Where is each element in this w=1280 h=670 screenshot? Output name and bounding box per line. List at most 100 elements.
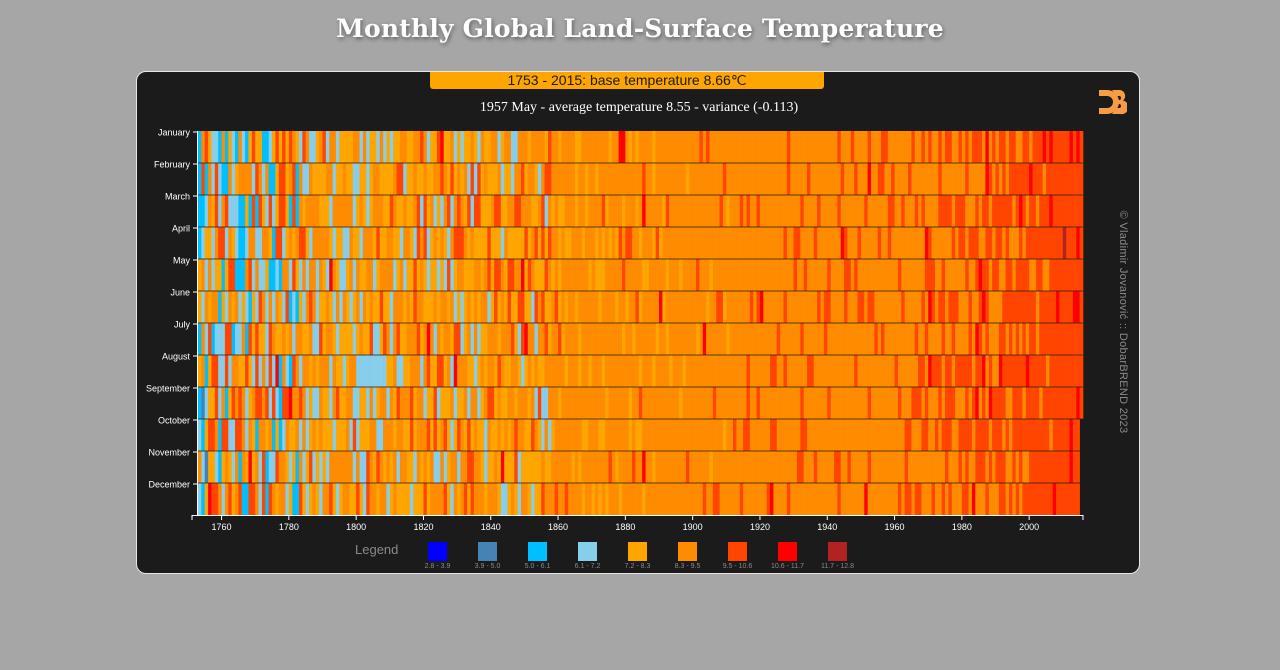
heatmap-cell[interactable] [763, 387, 767, 419]
heatmap-cell[interactable] [302, 387, 306, 419]
heatmap-cell[interactable] [349, 451, 354, 483]
heatmap-cell[interactable] [1052, 259, 1057, 291]
heatmap-cell[interactable] [820, 419, 825, 451]
heatmap-cell[interactable] [352, 195, 357, 227]
heatmap-cell[interactable] [837, 419, 842, 451]
heatmap-cell[interactable] [396, 227, 401, 259]
heatmap-cell[interactable] [399, 259, 404, 291]
heatmap-cell[interactable] [494, 355, 498, 387]
heatmap-cell[interactable] [470, 227, 475, 259]
heatmap-cell[interactable] [679, 323, 683, 355]
heatmap-cell[interactable] [426, 323, 431, 355]
heatmap-cell[interactable] [527, 163, 532, 195]
heatmap-cell[interactable] [921, 419, 926, 451]
heatmap-cell[interactable] [749, 291, 754, 323]
heatmap-cell[interactable] [265, 291, 269, 323]
heatmap-cell[interactable] [682, 355, 687, 387]
heatmap-cell[interactable] [746, 323, 751, 355]
heatmap-cell[interactable] [305, 227, 310, 259]
heatmap-cell[interactable] [978, 163, 983, 195]
heatmap-cell[interactable] [621, 419, 626, 451]
heatmap-cell[interactable] [884, 323, 889, 355]
heatmap-cell[interactable] [305, 323, 310, 355]
heatmap-cell[interactable] [632, 419, 636, 451]
heatmap-cell[interactable] [554, 259, 559, 291]
heatmap-cell[interactable] [985, 419, 990, 451]
heatmap-cell[interactable] [934, 451, 939, 483]
heatmap-cell[interactable] [386, 483, 391, 515]
heatmap-cell[interactable] [618, 163, 623, 195]
heatmap-cell[interactable] [547, 131, 552, 163]
heatmap-cell[interactable] [1059, 227, 1064, 259]
heatmap-cell[interactable] [251, 195, 256, 227]
heatmap-cell[interactable] [948, 227, 953, 259]
heatmap-cell[interactable] [652, 323, 656, 355]
heatmap-cell[interactable] [399, 323, 404, 355]
heatmap-cell[interactable] [447, 195, 451, 227]
heatmap-cell[interactable] [675, 323, 680, 355]
heatmap-cell[interactable] [1042, 387, 1047, 419]
heatmap-cell[interactable] [430, 163, 434, 195]
heatmap-cell[interactable] [655, 323, 660, 355]
heatmap-cell[interactable] [790, 483, 794, 515]
heatmap-cell[interactable] [453, 291, 458, 323]
heatmap-cell[interactable] [1005, 195, 1010, 227]
heatmap-cell[interactable] [904, 387, 909, 419]
heatmap-cell[interactable] [315, 419, 320, 451]
heatmap-cell[interactable] [867, 451, 872, 483]
heatmap-cell[interactable] [235, 323, 239, 355]
heatmap-cell[interactable] [998, 355, 1003, 387]
heatmap-cell[interactable] [416, 451, 421, 483]
heatmap-cell[interactable] [413, 451, 418, 483]
heatmap-cell[interactable] [332, 259, 337, 291]
heatmap-cell[interactable] [369, 259, 374, 291]
heatmap-cell[interactable] [214, 323, 219, 355]
heatmap-cell[interactable] [1042, 419, 1047, 451]
heatmap-cell[interactable] [457, 451, 461, 483]
heatmap-cell[interactable] [372, 323, 377, 355]
heatmap-cell[interactable] [793, 483, 798, 515]
heatmap-cell[interactable] [568, 451, 572, 483]
heatmap-cell[interactable] [675, 259, 680, 291]
heatmap-cell[interactable] [507, 483, 512, 515]
heatmap-cell[interactable] [399, 131, 404, 163]
heatmap-cell[interactable] [638, 323, 643, 355]
heatmap-cell[interactable] [810, 195, 815, 227]
heatmap-cell[interactable] [494, 259, 498, 291]
heatmap-cell[interactable] [490, 163, 495, 195]
heatmap-cell[interactable] [322, 387, 327, 419]
heatmap-cell[interactable] [881, 163, 885, 195]
heatmap-cell[interactable] [823, 387, 828, 419]
heatmap-cell[interactable] [282, 131, 286, 163]
heatmap-cell[interactable] [823, 355, 828, 387]
heatmap-cell[interactable] [1079, 163, 1084, 195]
heatmap-cell[interactable] [642, 451, 646, 483]
heatmap-cell[interactable] [352, 419, 357, 451]
heatmap-cell[interactable] [615, 195, 619, 227]
heatmap-cell[interactable] [595, 419, 599, 451]
heatmap-cell[interactable] [487, 387, 492, 419]
heatmap-cell[interactable] [891, 259, 895, 291]
heatmap-cell[interactable] [1076, 323, 1080, 355]
heatmap-cell[interactable] [484, 323, 488, 355]
heatmap-cell[interactable] [901, 163, 905, 195]
heatmap-cell[interactable] [480, 483, 485, 515]
heatmap-cell[interactable] [1049, 483, 1054, 515]
heatmap-cell[interactable] [632, 131, 636, 163]
heatmap-cell[interactable] [430, 323, 434, 355]
heatmap-cell[interactable] [484, 355, 488, 387]
heatmap-cell[interactable] [399, 195, 404, 227]
heatmap-cell[interactable] [450, 387, 455, 419]
heatmap-cell[interactable] [722, 387, 727, 419]
heatmap-cell[interactable] [783, 259, 788, 291]
heatmap-cell[interactable] [312, 419, 317, 451]
heatmap-cell[interactable] [447, 387, 451, 419]
heatmap-cell[interactable] [790, 323, 794, 355]
heatmap-cell[interactable] [854, 131, 858, 163]
heatmap-cell[interactable] [507, 355, 512, 387]
heatmap-cell[interactable] [706, 227, 710, 259]
heatmap-cell[interactable] [235, 483, 239, 515]
heatmap-cell[interactable] [255, 323, 259, 355]
heatmap-cell[interactable] [450, 163, 455, 195]
heatmap-cell[interactable] [305, 259, 310, 291]
